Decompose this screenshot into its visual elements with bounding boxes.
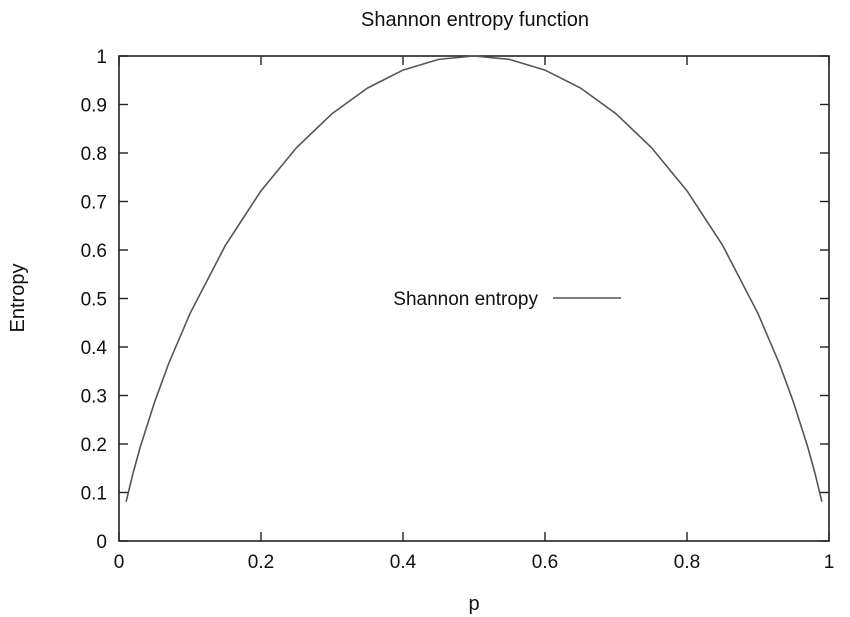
y-tick-label: 0.9 [81, 96, 107, 117]
y-tick-label: 0.6 [81, 241, 107, 262]
chart-title: Shannon entropy function [361, 9, 589, 31]
legend-label-shannon-entropy: Shannon entropy [393, 289, 538, 310]
x-tick-label: 0.2 [248, 552, 274, 573]
y-tick-label: 0.8 [81, 144, 107, 165]
series-line-shannon-entropy [125, 55, 823, 502]
legend: Shannon entropy [393, 289, 621, 310]
x-axis-label: p [468, 593, 479, 615]
x-tick-label: 1 [824, 552, 835, 573]
x-tick-label: 0 [114, 552, 125, 573]
y-tick-label: 0.7 [81, 193, 107, 214]
y-tick-label: 0.2 [81, 435, 107, 456]
x-tick-label: 0.6 [532, 552, 558, 573]
x-tick-label: 0.4 [390, 552, 417, 573]
tick-labels: 0 0.2 0.4 0.6 0.8 1 0 0.1 0.2 0.3 0.4 0.5 0.6 0.7 0.8 0… [81, 47, 835, 573]
y-tick-label: 0.1 [81, 484, 107, 505]
y-tick-label: 0.4 [81, 338, 108, 359]
y-tick-label: 0.3 [81, 387, 107, 408]
axis-ticks [118, 55, 830, 542]
y-tick-label: 1 [96, 47, 107, 68]
x-tick-label: 0.8 [674, 552, 700, 573]
y-tick-label: 0 [96, 532, 107, 553]
y-tick-label: 0.5 [81, 290, 107, 311]
y-axis-label: Entropy [7, 264, 29, 333]
